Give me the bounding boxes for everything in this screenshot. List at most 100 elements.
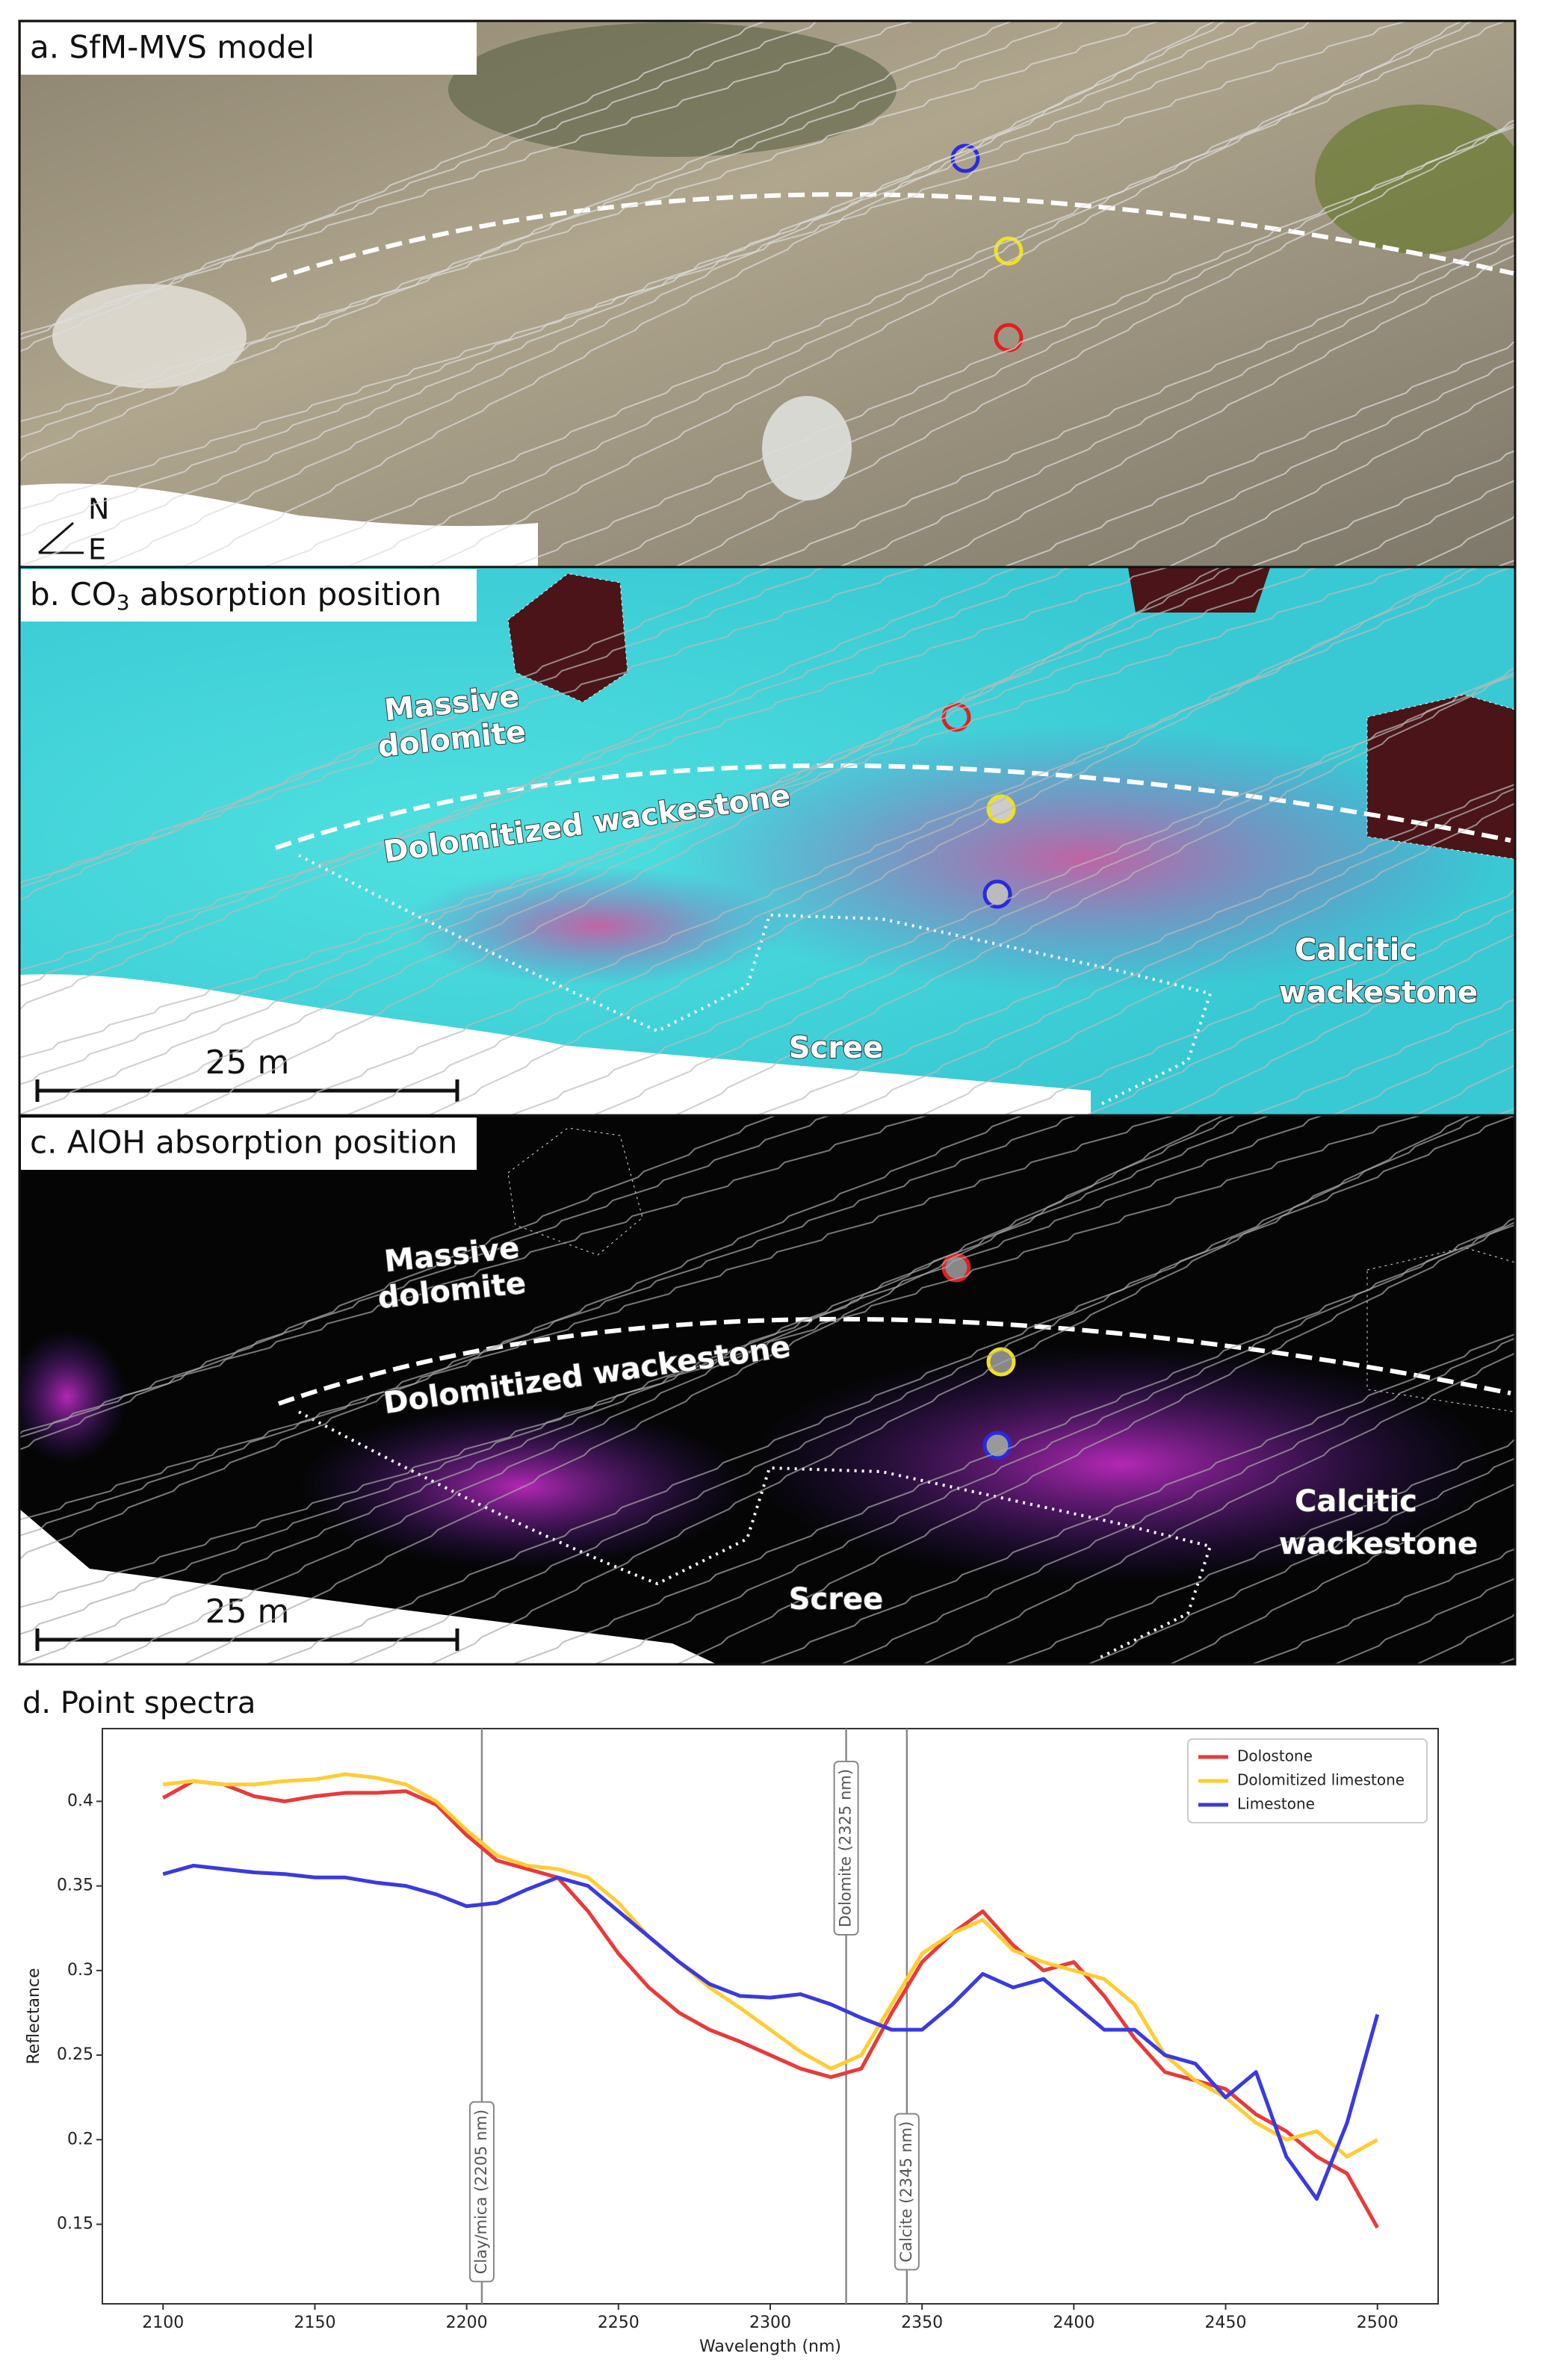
title-part: absorption position bbox=[130, 576, 442, 613]
y-tick-label: 0.2 bbox=[67, 2130, 93, 2148]
contour-line bbox=[1334, 480, 1515, 566]
region-label: Calcitic bbox=[1295, 933, 1417, 967]
contour-line bbox=[594, 1217, 1515, 1664]
contour-line bbox=[19, 568, 1072, 987]
contour-line bbox=[19, 1116, 929, 1436]
contour-line bbox=[1087, 908, 1515, 1115]
contour-line bbox=[430, 568, 1468, 1115]
contour-line bbox=[265, 21, 1508, 566]
contour-line bbox=[758, 783, 1515, 1115]
x-tick-label: 2300 bbox=[749, 2314, 791, 2332]
contour-line bbox=[19, 21, 917, 338]
map-patch bbox=[19, 1330, 127, 1464]
annotation-box bbox=[833, 1760, 859, 1936]
point-marker bbox=[950, 143, 980, 173]
contour-line bbox=[265, 1116, 1515, 1664]
contour-line bbox=[19, 568, 772, 901]
contour-line bbox=[19, 568, 1319, 1085]
x-tick-label: 2250 bbox=[598, 2314, 640, 2332]
y-tick-label: 0.25 bbox=[57, 2045, 93, 2064]
annotation-label: Clay/mica (2205 nm) bbox=[472, 2110, 490, 2275]
north-arrow bbox=[38, 521, 84, 554]
point-marker bbox=[986, 1347, 1016, 1377]
contour-line bbox=[1087, 1457, 1515, 1664]
map-patch bbox=[665, 725, 1502, 994]
contour-line bbox=[19, 21, 769, 353]
contour-line bbox=[1087, 359, 1515, 566]
point-marker bbox=[982, 1431, 1012, 1460]
contour-line bbox=[676, 672, 1515, 1115]
x-tick-label: 2100 bbox=[142, 2314, 184, 2332]
contour-line bbox=[19, 568, 1019, 1010]
mask bbox=[19, 974, 1091, 1115]
contour-line bbox=[19, 1116, 1175, 1521]
panel-a: N E bbox=[19, 21, 1515, 566]
contour-line bbox=[840, 787, 1515, 1115]
masked-area bbox=[1128, 568, 1270, 613]
contact-line bbox=[270, 192, 1514, 282]
contour-line bbox=[430, 1116, 1471, 1664]
legend-label: Dolomitized limestone bbox=[1237, 1771, 1405, 1789]
contour-line bbox=[1416, 514, 1515, 566]
contour-line bbox=[1416, 1062, 1515, 1115]
y-axis-label: Reflectance bbox=[25, 1968, 43, 2064]
north-label: N bbox=[88, 493, 109, 526]
contour-line bbox=[19, 21, 1068, 438]
contour-line bbox=[1498, 559, 1515, 566]
contour-line bbox=[19, 21, 821, 341]
contour-line bbox=[19, 568, 1266, 1115]
x-tick-label: 2500 bbox=[1357, 2314, 1399, 2332]
map-patch bbox=[747, 1345, 1494, 1584]
contour-line bbox=[19, 21, 1314, 537]
x-tick-label: 2400 bbox=[1053, 2314, 1094, 2332]
point-marker bbox=[994, 236, 1024, 266]
x-tick-label: 2200 bbox=[446, 2314, 488, 2332]
legend-label: Limestone bbox=[1237, 1795, 1315, 1813]
legend-label: Dolostone bbox=[1237, 1747, 1313, 1765]
contour-line bbox=[183, 568, 1221, 1115]
contour-line bbox=[512, 1224, 1515, 1664]
contour-line bbox=[1169, 1483, 1515, 1664]
vegetation bbox=[1315, 105, 1515, 254]
contour-line bbox=[19, 1116, 777, 1451]
unit-boundary bbox=[298, 1410, 1213, 1660]
region-label: Calcitic bbox=[1295, 1484, 1417, 1519]
contact-line bbox=[278, 1316, 1511, 1406]
contour-line bbox=[19, 21, 1015, 462]
masked-area bbox=[1366, 694, 1515, 860]
contour-line bbox=[19, 1116, 1024, 1560]
panel-title: a. SfM-MVS model bbox=[30, 29, 315, 66]
title-subscript: 3 bbox=[117, 590, 130, 615]
annotation-box bbox=[894, 2113, 920, 2271]
y-tick-label: 0.3 bbox=[67, 1961, 93, 1980]
panel-title: c. AlOH absorption position bbox=[30, 1124, 457, 1161]
contour-line bbox=[183, 1116, 1224, 1664]
mask bbox=[19, 1509, 717, 1664]
contour-line bbox=[19, 1116, 1422, 1608]
contour-line bbox=[19, 1116, 1324, 1635]
x-tick-label: 2150 bbox=[294, 2314, 335, 2332]
contour-line bbox=[840, 1337, 1515, 1664]
scree bbox=[52, 284, 247, 388]
point-marker bbox=[941, 702, 971, 732]
title-box bbox=[21, 569, 477, 622]
contour-line bbox=[923, 1352, 1515, 1664]
x-axis-label: Wavelength (nm) bbox=[699, 2337, 841, 2356]
contour-line bbox=[923, 802, 1515, 1115]
contour-line bbox=[19, 568, 826, 889]
x-tick-label: 2450 bbox=[1205, 2314, 1247, 2332]
y-tick-label: 0.15 bbox=[57, 2215, 93, 2234]
contour-line bbox=[1416, 1612, 1515, 1664]
contour-line bbox=[923, 254, 1515, 566]
spectra-chart: d. Point spectra 2100 2150 2200 2250 2300 2350… bbox=[22, 1686, 1439, 2356]
unit-boundary bbox=[298, 854, 1213, 1107]
contour-line bbox=[430, 21, 1464, 566]
annotation-label: Calcite (2345 nm) bbox=[897, 2122, 915, 2263]
contour-line bbox=[1251, 1548, 1515, 1664]
annotation-label: Dolomite (2325 nm) bbox=[837, 1769, 855, 1927]
contour-line bbox=[19, 21, 1411, 510]
title-part: b. CO bbox=[30, 576, 117, 613]
contour-line bbox=[758, 1333, 1515, 1664]
annotation-box bbox=[468, 2101, 495, 2283]
